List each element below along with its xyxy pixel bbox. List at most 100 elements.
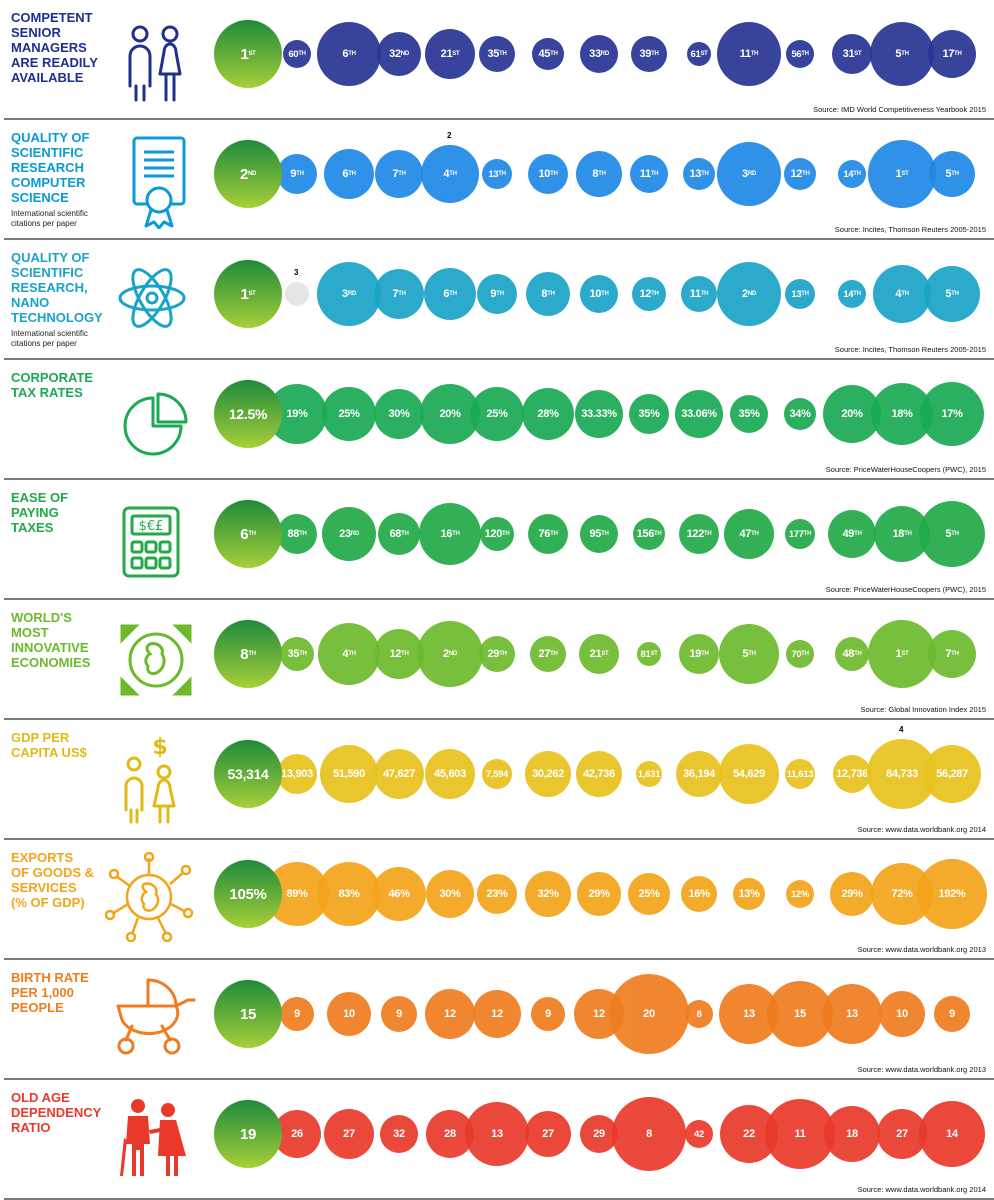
value-text: 2 bbox=[443, 648, 449, 660]
value-bubble: 68 TH bbox=[378, 513, 420, 555]
value-text: 35 bbox=[487, 48, 500, 60]
value-text: 7 bbox=[392, 288, 399, 300]
value-bubble: 95 TH bbox=[580, 515, 618, 553]
row-ease-of-paying-taxes: EASE OF PAYING TAXES $€£ 88 TH 23 RD 68 TH 16 TH 1… bbox=[0, 480, 994, 600]
value-text: 88 bbox=[287, 528, 300, 540]
row-gdp-per-capita-us: GDP PER CAPITA US$ $ 13,903 51,590 47,627 45… bbox=[0, 720, 994, 840]
value-bubble: 34% bbox=[784, 398, 816, 430]
value-bubble: 21 ST bbox=[425, 29, 475, 79]
value-text: 30,262 bbox=[532, 768, 564, 780]
value-text: 3 bbox=[342, 288, 348, 300]
footnote-marker: 3 bbox=[294, 268, 299, 277]
row-title: EXPORTS OF GOODS & SERVICES (% OF GDP) bbox=[11, 850, 111, 910]
value-text: 5 bbox=[945, 288, 952, 300]
value-text: 177 bbox=[788, 528, 804, 540]
row-title: OLD AGE DEPENDENCY RATIO bbox=[11, 1090, 111, 1135]
value-text: 60 bbox=[288, 48, 299, 60]
value-bubble: 12% bbox=[786, 880, 814, 908]
value-text: 10 bbox=[896, 1008, 908, 1020]
ireland-bubble: 15 bbox=[214, 980, 282, 1048]
value-bubble: 177 TH bbox=[785, 519, 815, 549]
value-bubble: 1 ST bbox=[868, 620, 936, 688]
value-bubble: 17 TH bbox=[928, 30, 976, 78]
value-text: 7 bbox=[945, 648, 952, 660]
row-title-line: ECONOMIES bbox=[11, 655, 91, 670]
value-bubble: 5 TH bbox=[719, 624, 779, 684]
value-text: 8 bbox=[696, 1008, 702, 1020]
value-text: 84,733 bbox=[886, 768, 918, 780]
value-bubble: 4 TH bbox=[421, 145, 479, 203]
value-text: 18% bbox=[891, 408, 913, 420]
value-bubble: 32 ND bbox=[377, 32, 421, 76]
value-text: 10 bbox=[538, 168, 551, 180]
ireland-bubble: 1 ST bbox=[214, 260, 282, 328]
value-text: 13 bbox=[846, 1008, 858, 1020]
row-quality-of-scientific-research-computer-science: QUALITY OF SCIENTIFIC RESEARCH COMPUTER SCIE… bbox=[0, 120, 994, 240]
row-title-line: RESEARCH, bbox=[11, 280, 88, 295]
row-title-line: SCIENTIFIC bbox=[11, 145, 84, 160]
value-bubble: 14 TH bbox=[838, 280, 866, 308]
row-title-line: MANAGERS bbox=[11, 40, 87, 55]
value-bubble: 21 ST bbox=[579, 634, 619, 674]
value-text: 54,629 bbox=[733, 768, 765, 780]
row-divider bbox=[4, 598, 994, 600]
value-text: 5 bbox=[895, 48, 902, 60]
value-text: 33 bbox=[589, 48, 601, 60]
value-text: 76 bbox=[538, 528, 551, 540]
value-bubble: 35 TH bbox=[479, 36, 515, 72]
value-text: 25% bbox=[486, 408, 508, 420]
ireland-value: 8 bbox=[240, 645, 249, 663]
value-bubble: 32% bbox=[525, 871, 571, 917]
value-text: 35 bbox=[287, 648, 300, 660]
value-bubble: 33 RD bbox=[580, 35, 618, 73]
value-text: 14 bbox=[843, 288, 854, 300]
value-bubble: 29 TH bbox=[479, 636, 515, 672]
row-divider bbox=[4, 1198, 994, 1200]
value-text: 35% bbox=[638, 408, 660, 420]
row-title-line: AVAILABLE bbox=[11, 70, 84, 85]
row-divider bbox=[4, 958, 994, 960]
value-bubble: 25% bbox=[628, 873, 670, 915]
row-corporate-tax-rates: CORPORATE TAX RATES 19% 25% 30% 20% 25% 28% 33.… bbox=[0, 360, 994, 480]
value-text: 7 bbox=[392, 168, 399, 180]
row-title: BIRTH RATE PER 1,000 PEOPLE bbox=[11, 970, 111, 1015]
ireland-value: 1 bbox=[240, 45, 249, 63]
value-text: 122 bbox=[686, 528, 705, 540]
value-text: 28 bbox=[444, 1128, 456, 1140]
pram-icon bbox=[112, 976, 196, 1061]
value-text: 8 bbox=[541, 288, 548, 300]
value-bubble: 20 bbox=[609, 974, 689, 1054]
ireland-value: 1 bbox=[240, 285, 249, 303]
value-bubble: 25% bbox=[470, 387, 524, 441]
value-text: 5 bbox=[945, 528, 952, 540]
ireland-bubble: 12.5% bbox=[214, 380, 282, 448]
value-bubble: 54,629 bbox=[719, 744, 779, 804]
row-title-line: GDP PER bbox=[11, 730, 70, 745]
value-text: 13 bbox=[491, 1128, 503, 1140]
value-text: 5 bbox=[945, 168, 952, 180]
value-text: 29 bbox=[487, 648, 500, 660]
value-text: 13 bbox=[743, 1008, 755, 1020]
value-bubble: 83% bbox=[317, 862, 381, 926]
value-bubble: 11 bbox=[765, 1099, 835, 1169]
row-title-line: INNOVATIVE bbox=[11, 640, 89, 655]
row-divider bbox=[4, 718, 994, 720]
value-text: 25% bbox=[338, 408, 360, 420]
row-title-line: RESEARCH bbox=[11, 160, 84, 175]
value-text: 12 bbox=[593, 1008, 605, 1020]
value-bubble: 35% bbox=[629, 394, 669, 434]
value-text: 13,903 bbox=[281, 768, 313, 780]
value-text: 12 bbox=[389, 648, 402, 660]
value-text: 9 bbox=[396, 1008, 402, 1020]
value-text: 61 bbox=[690, 48, 701, 60]
row-title: WORLD'S MOST INNOVATIVE ECONOMIES bbox=[11, 610, 111, 670]
value-bubble: 4 TH bbox=[318, 623, 380, 685]
value-text: 9 bbox=[545, 1008, 551, 1020]
value-text: 13 bbox=[689, 168, 702, 180]
value-text: 3 bbox=[742, 168, 748, 180]
value-text: 11,613 bbox=[786, 768, 814, 780]
value-bubble: 45,603 bbox=[425, 749, 475, 799]
value-text: 34% bbox=[789, 408, 811, 420]
ireland-bubble: 19 bbox=[214, 1100, 282, 1168]
